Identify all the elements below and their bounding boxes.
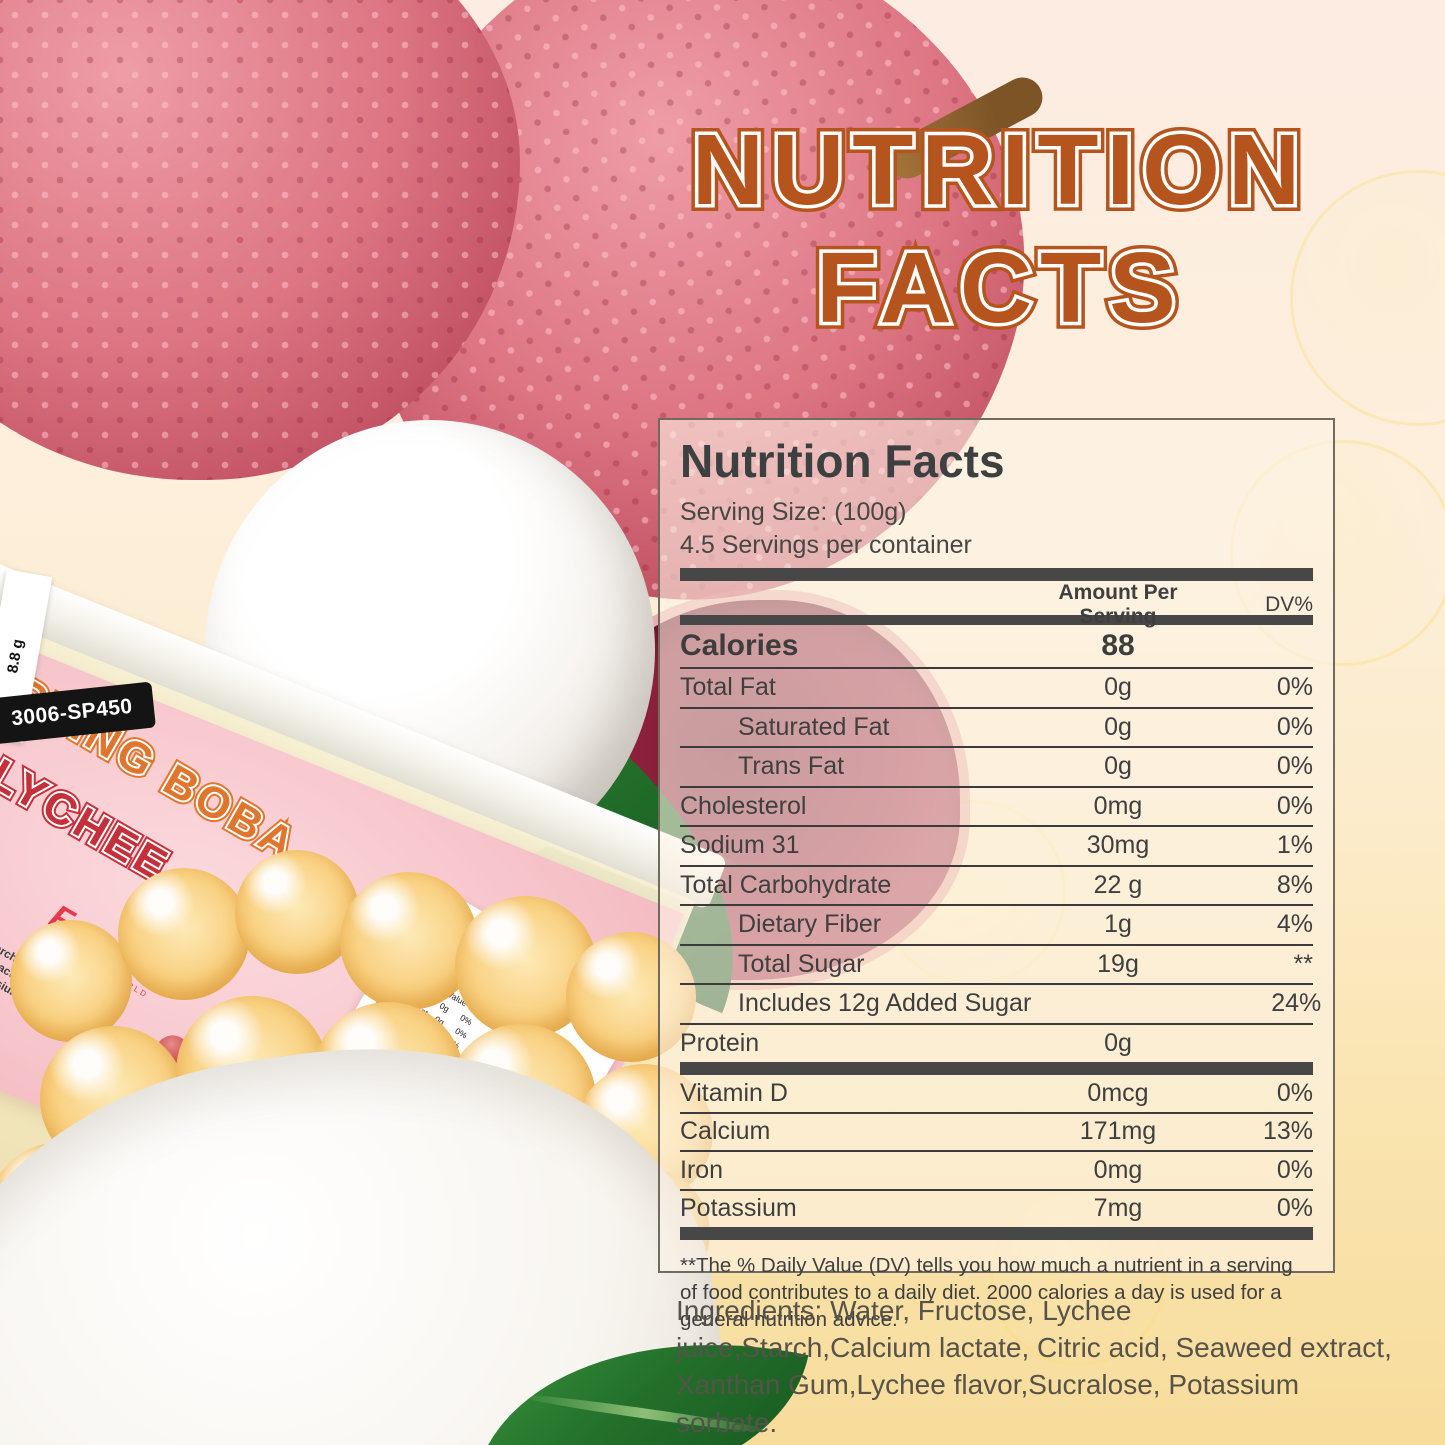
nutrient-dv: 1% — [1276, 831, 1313, 860]
hero-title-line1: NUTRITION NUTRITION NUTRITION — [685, 111, 1309, 229]
nutrient-label: Protein — [680, 1028, 760, 1057]
nutrient-dv: 4% — [1276, 910, 1313, 939]
nutrient-row: Cholesterol 0mg 0% — [680, 785, 1313, 826]
divider-bar-thick — [680, 568, 1313, 581]
divider-bar-thick — [680, 1062, 1313, 1075]
panel-title: Nutrition Facts — [680, 435, 1005, 487]
nutrient-dv: 0% — [1276, 791, 1313, 820]
hero-line1-stroke: NUTRITION — [688, 114, 1309, 226]
nutrient-label: Total Carbohydrate — [680, 870, 892, 899]
nutrient-row: Dietary Fiber 1g 4% — [680, 904, 1313, 944]
hero-title: NUTRITION NUTRITION NUTRITION FACTS FACT… — [630, 111, 1370, 347]
product-sku-text: 3006-SP450 — [10, 694, 134, 731]
nutrient-amount: 22 g — [1093, 870, 1143, 899]
amount-column-header: Amount Per Serving — [1058, 581, 1178, 628]
vitamin-amount: 0mg — [1093, 1155, 1143, 1184]
nutrient-label: Saturated Fat — [738, 712, 890, 741]
nutrient-amount: 0g — [1104, 712, 1132, 741]
nutrient-label: Total Fat — [680, 673, 776, 702]
nutrient-dv: 24% — [1271, 989, 1322, 1018]
nutrient-amount: 0g — [1104, 1028, 1132, 1057]
vitamin-row: Iron 0mg 0% — [680, 1150, 1313, 1189]
hero-title-line2: FACTS FACTS FACTS — [809, 229, 1184, 347]
divider-bar-thin — [680, 615, 1313, 625]
nutrient-dv: 0% — [1276, 752, 1313, 781]
vitamin-label: Iron — [680, 1155, 724, 1184]
hero-line1-text: NUTRITION — [691, 114, 1309, 226]
column-header-row: Amount Per Serving DV% — [680, 581, 1313, 628]
vitamin-row: Vitamin D 0mcg 0% — [680, 1075, 1313, 1112]
nutrient-dv: ** — [1293, 949, 1313, 978]
nutrient-row: Total Fat 0g 0% — [680, 667, 1313, 707]
hero-line2-text: FACTS — [816, 232, 1184, 344]
nutrient-amount: 30mg — [1086, 831, 1150, 860]
nutrient-row: Protein 0g — [680, 1022, 1313, 1063]
vitamin-amount: 7mg — [1093, 1194, 1143, 1223]
nutrient-label: Sodium 31 — [680, 831, 800, 860]
dv-footnote: **The % Daily Value (DV) tells you how m… — [680, 1254, 1293, 1332]
nutrient-dv: 0% — [1276, 712, 1313, 741]
ingredients-text: Ingredients: Water, Fructose, Lychee jui… — [676, 1295, 1392, 1438]
nutrient-row: Trans Fat 0g 0% — [680, 746, 1313, 786]
calories-value: 88 — [1101, 629, 1135, 662]
nutrient-amount: 0g — [1104, 752, 1132, 781]
dv-column-header: DV% — [1265, 593, 1313, 616]
vitamin-dv: 0% — [1276, 1194, 1313, 1223]
divider-bar-thick — [680, 1227, 1313, 1240]
vitamin-amount: 0mcg — [1087, 1078, 1149, 1107]
vitamin-row: Calcium 171mg 13% — [680, 1111, 1313, 1151]
nutrient-amount: 0mg — [1093, 791, 1143, 820]
servings-per-container: 4.5 Servings per container — [680, 531, 972, 559]
vitamin-dv: 0% — [1276, 1155, 1313, 1184]
nutrient-dv: 8% — [1276, 870, 1313, 899]
nutrient-row: Includes 12g Added Sugar 24% — [680, 983, 1321, 1023]
nutrient-label: Dietary Fiber — [738, 910, 882, 939]
nutrient-row: Saturated Fat 0g 0% — [680, 706, 1313, 747]
calories-label: Calories — [680, 629, 799, 662]
nutrient-amount: 1g — [1104, 910, 1132, 939]
nutrient-label: Includes 12g Added Sugar — [738, 989, 1032, 1018]
nutrient-label: Total Sugar — [738, 949, 865, 978]
calories-row: Calories 88 — [680, 625, 1313, 667]
vitamin-label: Potassium — [680, 1194, 797, 1223]
nutrient-row: Sodium 31 30mg 1% — [680, 825, 1313, 865]
serving-size: Serving Size: (100g) — [680, 498, 907, 526]
vitamin-label: Calcium — [680, 1117, 771, 1146]
nutrient-label: Cholesterol — [680, 791, 807, 820]
net-weight-text: 8.8 g — [3, 637, 27, 675]
hero-line1-stroke: NUTRITION — [685, 111, 1309, 229]
nutrient-label: Trans Fat — [738, 752, 845, 781]
vitamin-amount: 171mg — [1079, 1117, 1157, 1146]
vitamin-dv: 0% — [1276, 1078, 1313, 1107]
nutrition-facts-panel: Nutrition Facts Serving Size: (100g) 4.5… — [658, 418, 1335, 1331]
nutrient-row: Total Carbohydrate 22 g 8% — [680, 864, 1313, 905]
nutrient-dv: 0% — [1276, 673, 1313, 702]
vitamin-dv: 13% — [1262, 1117, 1313, 1146]
label-ing-line: Fructose 16.7%, Lychee juice 14.5%, Star… — [0, 836, 48, 982]
vitamin-row: Potassium 7mg 0% — [680, 1188, 1313, 1228]
nutrient-amount: 19g — [1097, 949, 1139, 978]
vitamin-label: Vitamin D — [680, 1078, 788, 1107]
nutrient-amount: 0g — [1104, 673, 1132, 702]
nutrient-row: Total Sugar 19g ** — [680, 943, 1313, 984]
hero-line2-stroke: FACTS — [813, 232, 1184, 344]
hero-line2-stroke: FACTS — [809, 229, 1184, 347]
